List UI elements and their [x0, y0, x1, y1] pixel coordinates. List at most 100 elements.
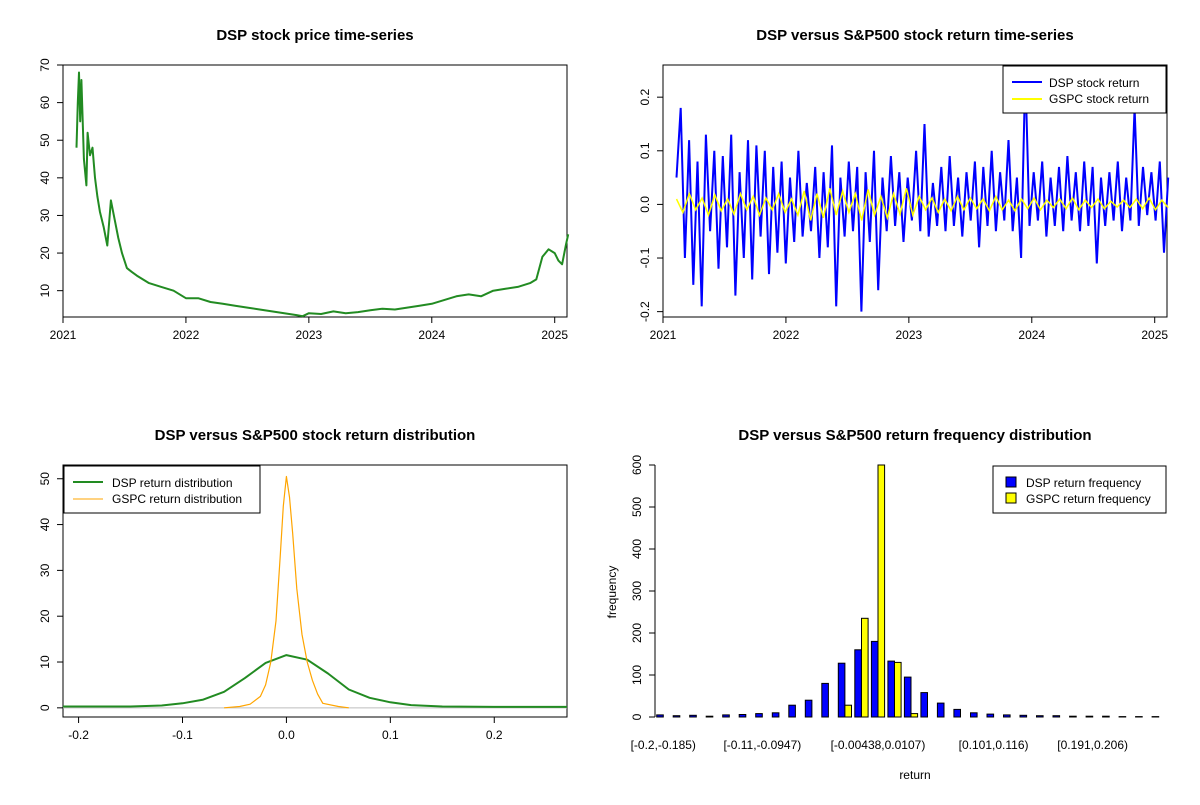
panel4-x-tick-label-2: [-0.00438,0.0107): [831, 738, 926, 752]
panel2-x-tick-label-1: 2022: [773, 328, 800, 342]
panel4-legend-swatch-gspc: [1006, 493, 1016, 503]
panel1-y-tick-label-5: 60: [38, 96, 52, 110]
panel1-y-tick-label-2: 30: [38, 208, 52, 222]
panel1-plot-frame: [63, 65, 567, 317]
panel3-y-tick-label-4: 40: [38, 518, 52, 532]
panel3-x-tick-label-3: 0.1: [382, 728, 399, 742]
panel4-x-tick-label-3: [0.101,0.116): [959, 738, 1029, 752]
panel2-y-tick-label-4: 0.2: [638, 89, 652, 106]
panel1-x-tick-label-4: 2025: [541, 328, 568, 342]
panel4-bar-dsp-27: [1103, 716, 1110, 717]
panel4-bar-dsp-2: [690, 715, 697, 717]
panel3-y-tick-label-1: 10: [38, 655, 52, 669]
panel1-y-tick-label-1: 20: [38, 246, 52, 260]
panel4-legend-label-dsp: DSP return frequency: [1026, 476, 1141, 490]
panel4-bar-gspc-11: [845, 705, 852, 717]
panel3-legend-label-gspc: GSPC return distribution: [112, 492, 242, 506]
panel4-bar-gspc-14: [895, 662, 902, 717]
panel3-y-tick-label-5: 50: [38, 472, 52, 486]
panel4-y-tick-label-5: 500: [630, 497, 644, 517]
panel4-bar-dsp-17: [937, 703, 944, 717]
panel4-bar-dsp-5: [739, 715, 746, 718]
panel4-bar-dsp-21: [1004, 715, 1011, 717]
panel4-x-tick-label-0: [-0.2,-0.185): [631, 738, 696, 752]
panel4-y-tick-label-3: 300: [630, 581, 644, 601]
panel3-x-tick-label-0: -0.2: [68, 728, 89, 742]
panel4-bar-gspc-12: [862, 618, 869, 717]
panel4-bar-dsp-16: [921, 693, 928, 717]
panel2-y-tick-label-1: -0.1: [638, 247, 652, 268]
panel-return-density: DSP versus S&P500 stock return distribut…: [38, 427, 567, 742]
panel4-legend: DSP return frequency GSPC return frequen…: [993, 466, 1166, 513]
panel2-y-tick-label-2: 0.0: [638, 196, 652, 213]
panel2-x-tick-label-2: 2023: [896, 328, 923, 342]
panel3-legend: DSP return distribution GSPC return dist…: [64, 466, 260, 513]
panel3-legend-label-dsp: DSP return distribution: [112, 476, 233, 490]
panel3-title: DSP versus S&P500 stock return distribut…: [155, 427, 476, 444]
panel4-bar-dsp-8: [789, 705, 796, 717]
panel4-bar-dsp-7: [772, 713, 779, 717]
panel4-x-tick-label-4: [0.191,0.206): [1057, 738, 1128, 752]
panel4-y-tick-label-4: 400: [630, 539, 644, 559]
panel4-bar-dsp-10: [822, 683, 829, 717]
panel4-bar-dsp-26: [1086, 716, 1093, 717]
panel1-series-dsp-price: [77, 73, 569, 317]
panel1-x-tick-label-1: 2022: [173, 328, 200, 342]
panel1-y-tick-label-6: 70: [38, 58, 52, 72]
panel3-x-tick-label-1: -0.1: [172, 728, 193, 742]
panel1-x-tick-label-2: 2023: [296, 328, 323, 342]
panel3-y-tick-label-3: 30: [38, 563, 52, 577]
panel1-title: DSP stock price time-series: [216, 27, 413, 44]
panel4-bar-dsp-24: [1053, 716, 1060, 717]
panel4-y-tick-label-6: 600: [630, 455, 644, 475]
panel-return-histogram: DSP versus S&P500 return frequency distr…: [605, 427, 1166, 782]
panel4-legend-label-gspc: GSPC return frequency: [1026, 492, 1151, 506]
panel3-x-tick-label-4: 0.2: [486, 728, 503, 742]
panel4-bar-dsp-20: [987, 714, 994, 717]
panel4-bar-dsp-14: [888, 661, 895, 717]
panel4-bar-dsp-23: [1037, 716, 1044, 717]
panel2-legend-label-gspc: GSPC stock return: [1049, 92, 1149, 106]
panel4-bar-dsp-12: [855, 650, 862, 717]
panel4-bar-dsp-6: [756, 714, 763, 717]
panel4-bar-dsp-1: [673, 716, 680, 717]
panel2-x-tick-label-3: 2024: [1018, 328, 1045, 342]
panel2-x-tick-label-4: 2025: [1141, 328, 1168, 342]
panel4-bar-dsp-13: [871, 641, 878, 717]
panel4-bar-dsp-19: [971, 713, 978, 717]
panel4-bar-dsp-3: [706, 716, 713, 717]
panel1-y-tick-label-3: 40: [38, 171, 52, 185]
panel2-legend: DSP stock return GSPC stock return: [1003, 66, 1166, 113]
panel3-series-dsp-density: [63, 655, 567, 707]
panel-price-timeseries: DSP stock price time-series 2021 2022 2023…: [38, 27, 568, 342]
panel3-y-tick-label-2: 20: [38, 609, 52, 623]
panel4-bar-gspc-13: [878, 465, 885, 717]
panel4-legend-swatch-dsp: [1006, 477, 1016, 487]
panel4-bar-dsp-22: [1020, 715, 1027, 717]
panel2-title: DSP versus S&P500 stock return time-seri…: [756, 27, 1073, 44]
panel1-y-tick-label-0: 10: [38, 284, 52, 298]
panel4-y-tick-label-0: 0: [630, 713, 644, 720]
panel2-y-tick-label-3: 0.1: [638, 142, 652, 159]
panel4-x-axis-label: return: [899, 768, 930, 782]
panel2-x-tick-label-0: 2021: [650, 328, 677, 342]
panel4-bar-dsp-15: [904, 677, 911, 717]
panel-return-timeseries: DSP versus S&P500 stock return time-seri…: [638, 27, 1168, 342]
panel4-title: DSP versus S&P500 return frequency distr…: [738, 427, 1091, 444]
panel1-x-tick-label-3: 2024: [418, 328, 445, 342]
panel4-x-tick-label-1: [-0.11,-0.0947): [723, 738, 801, 752]
panel1-x-tick-label-0: 2021: [50, 328, 77, 342]
panel4-y-tick-label-1: 100: [630, 665, 644, 685]
panel4-bar-gspc-15: [911, 714, 918, 717]
panel4-bar-dsp-0: [657, 715, 664, 717]
panel4-y-tick-label-2: 200: [630, 623, 644, 643]
panel3-y-tick-label-0: 0: [38, 704, 52, 711]
panel4-bar-dsp-25: [1070, 716, 1077, 717]
panel3-x-tick-label-2: 0.0: [278, 728, 295, 742]
panel1-y-tick-label-4: 50: [38, 133, 52, 147]
panel4-y-axis-label: frequency: [605, 566, 619, 619]
panel4-bar-dsp-4: [723, 715, 730, 717]
panel4-bar-dsp-18: [954, 709, 961, 717]
